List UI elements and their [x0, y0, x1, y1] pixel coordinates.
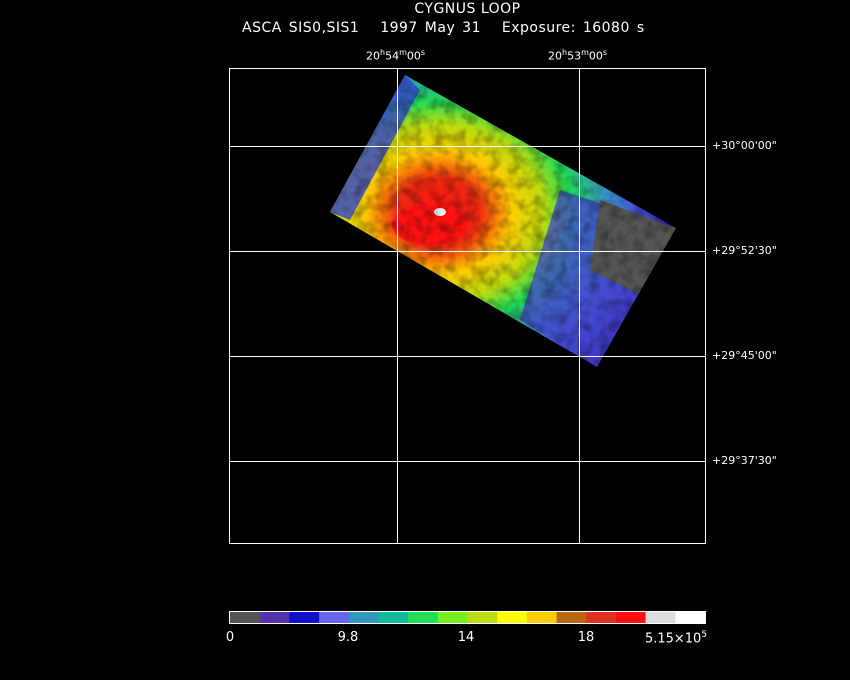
colorbar-swatch: [497, 612, 528, 623]
colorbar-swatch: [437, 612, 468, 623]
exposure-label: Exposure: 16080 s: [501, 20, 645, 36]
instrument-label: ASCA SIS0,SIS1: [242, 20, 360, 36]
colorbar-swatch: [556, 612, 587, 623]
colorbar-swatch: [526, 612, 558, 623]
colorbar-swatch: [586, 612, 617, 623]
colorbar-swatch: [675, 612, 706, 623]
colorbar-max-exponent: 5: [701, 630, 708, 640]
ra-label-1: 20h54m00s: [366, 48, 426, 63]
colorbar-swatch: [467, 612, 498, 623]
colorbar-swatch: [289, 612, 320, 623]
date-label: 1997 May 31: [380, 20, 481, 36]
colorbar-swatch: [348, 612, 379, 623]
colorbar-border: [229, 611, 706, 624]
colorbar-swatch: [319, 612, 350, 623]
colorbar-swatch: [230, 612, 261, 623]
colorbar-label-4: 5.15×105: [645, 630, 707, 646]
colorbar-swatch: [259, 612, 290, 623]
xray-image: [330, 75, 676, 367]
colorbar-swatch: [615, 612, 647, 623]
colorbar-label-1: 9.8: [337, 630, 359, 645]
colorbar: [230, 612, 706, 623]
colorbar-swatch: [378, 612, 409, 623]
dec-label-3: +29°45'00": [712, 349, 777, 362]
colorbar-label-3: 18: [577, 630, 595, 645]
colorbar-label-0: 0: [225, 630, 235, 645]
dec-label-4: +29°37'30": [712, 454, 777, 467]
image-subtitle: ASCA SIS0,SIS1 1997 May 31 Exposure: 160…: [242, 20, 645, 36]
colorbar-max-mantissa: 5.15×10: [644, 631, 702, 647]
dec-label-2: +29°52'30": [712, 244, 777, 257]
ra-label-2: 20h53m00s: [548, 48, 608, 63]
coordinate-grid: [229, 68, 706, 544]
colorbar-swatch: [645, 612, 676, 623]
colorbar-swatch: [408, 612, 439, 623]
colorbar-label-2: 14: [457, 630, 475, 645]
image-title: CYGNUS LOOP: [414, 1, 521, 17]
dec-label-1: +30°00'00": [712, 139, 777, 152]
